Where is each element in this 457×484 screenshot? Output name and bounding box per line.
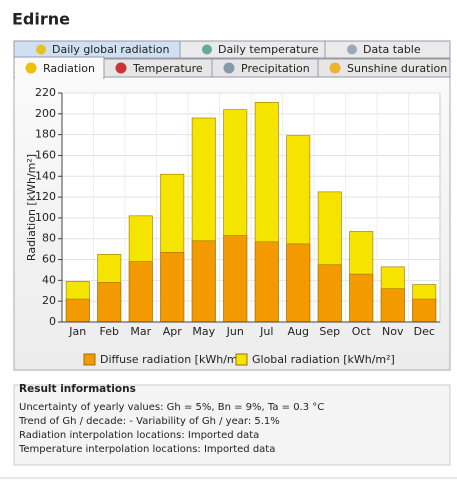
tab-label[interactable]: Temperature bbox=[132, 62, 203, 75]
result-line: Radiation interpolation locations: Impor… bbox=[19, 430, 259, 441]
bar bbox=[380, 288, 405, 323]
bar bbox=[317, 264, 342, 323]
y-tick-label: 220 bbox=[35, 86, 56, 99]
bar bbox=[254, 241, 279, 323]
y-tick-label: 80 bbox=[42, 232, 56, 245]
x-tick-label: Apr bbox=[163, 325, 183, 338]
x-tick-label: Sep bbox=[319, 325, 340, 338]
bar bbox=[286, 243, 311, 323]
legend-label: Global radiation [kWh/m²] bbox=[252, 353, 395, 366]
tab-label[interactable]: Sunshine duration bbox=[347, 62, 447, 75]
y-axis-label: Radiation [kWh/m²] bbox=[25, 154, 38, 261]
bar bbox=[412, 298, 437, 323]
tab-icon bbox=[36, 44, 46, 55]
x-tick-label: Dec bbox=[414, 325, 435, 338]
y-tick-label: 100 bbox=[35, 211, 56, 224]
y-tick-label: 120 bbox=[35, 190, 56, 203]
tab-icon bbox=[347, 44, 357, 55]
legend-swatch bbox=[83, 353, 96, 366]
legend-swatch bbox=[235, 353, 248, 366]
bar bbox=[349, 273, 374, 323]
x-tick-label: Mar bbox=[130, 325, 151, 338]
tab-icon bbox=[202, 44, 212, 55]
x-tick-label: Oct bbox=[352, 325, 372, 338]
bar bbox=[160, 251, 185, 323]
x-tick-label: Aug bbox=[288, 325, 309, 338]
tab[interactable] bbox=[317, 58, 451, 78]
x-tick-label: Jul bbox=[259, 325, 273, 338]
bar bbox=[65, 298, 90, 323]
x-tick-label: Feb bbox=[100, 325, 119, 338]
bar bbox=[223, 235, 248, 323]
tab-label[interactable]: Precipitation bbox=[241, 62, 310, 75]
tab-label[interactable]: Daily global radiation bbox=[52, 43, 170, 56]
tab-icon bbox=[223, 62, 235, 74]
tab-icon bbox=[329, 62, 341, 74]
bar bbox=[191, 240, 216, 323]
tab-icon bbox=[25, 62, 37, 74]
legend-label: Diffuse radiation [kWh/m²] bbox=[100, 353, 246, 366]
y-tick-label: 140 bbox=[35, 169, 56, 182]
tab[interactable] bbox=[324, 40, 451, 59]
bar bbox=[128, 261, 153, 323]
y-tick-label: 20 bbox=[42, 294, 56, 307]
tab-label[interactable]: Radiation bbox=[43, 62, 95, 75]
result-line: Uncertainty of yearly values: Gh = 5%, B… bbox=[19, 402, 324, 413]
tab-label[interactable]: Daily temperature bbox=[218, 43, 319, 56]
result-line: Temperature interpolation locations: Imp… bbox=[18, 444, 275, 455]
x-tick-label: May bbox=[192, 325, 215, 338]
y-tick-label: 60 bbox=[42, 253, 56, 266]
result-title: Result informations bbox=[19, 383, 136, 395]
result-line: Trend of Gh / decade: - Variability of G… bbox=[18, 416, 280, 427]
tab-join bbox=[15, 76, 103, 79]
page-title: Edirne bbox=[12, 10, 70, 29]
y-tick-label: 0 bbox=[49, 315, 56, 328]
result-box bbox=[13, 384, 451, 466]
y-tick-label: 40 bbox=[42, 273, 56, 286]
bar bbox=[97, 282, 122, 323]
x-tick-label: Jan bbox=[68, 325, 86, 338]
tab-icon bbox=[115, 62, 127, 74]
tab-label[interactable]: Data table bbox=[363, 43, 421, 56]
y-tick-label: 200 bbox=[35, 107, 56, 120]
x-tick-label: Nov bbox=[382, 325, 404, 338]
y-tick-label: 180 bbox=[35, 128, 56, 141]
y-tick-label: 160 bbox=[35, 148, 56, 161]
x-tick-label: Jun bbox=[226, 325, 244, 338]
